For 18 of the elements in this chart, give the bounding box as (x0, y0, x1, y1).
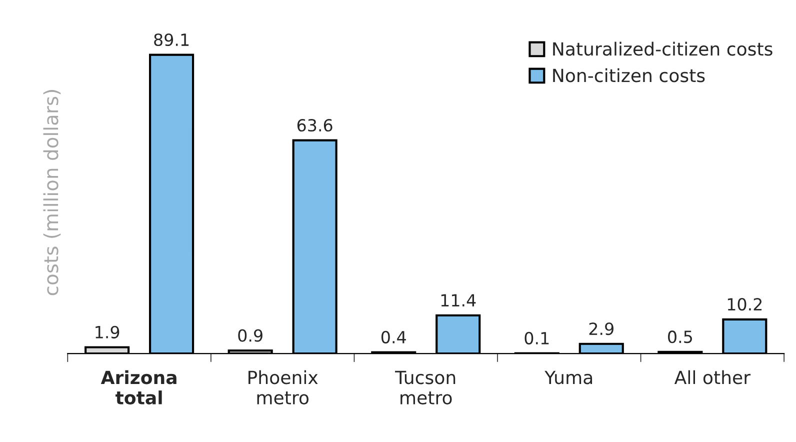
x-tick-label: Phoenix metro (248, 370, 318, 404)
data-label: 10.2 (728, 298, 762, 311)
legend-label: Naturalized-citizen costs (553, 42, 772, 56)
data-label: 0.9 (238, 329, 262, 342)
y-axis-title: costs (million dollars) (43, 90, 61, 296)
x-tick-label: Yuma (544, 370, 592, 384)
data-label: 89.1 (154, 33, 189, 46)
data-label: 2.9 (589, 322, 614, 336)
data-label: 63.6 (297, 118, 332, 132)
data-label: 0.4 (381, 330, 406, 344)
x-tick-label: Arizona total (100, 370, 176, 404)
data-label: 11.4 (441, 294, 476, 306)
legend-label: Non-citizen costs (553, 68, 705, 82)
data-label: 0.1 (524, 332, 549, 344)
x-tick-label: Tucson metro (395, 370, 456, 404)
data-label: 0.5 (668, 330, 692, 344)
x-tick-label: All other (674, 370, 751, 384)
data-label: 1.9 (96, 326, 120, 338)
